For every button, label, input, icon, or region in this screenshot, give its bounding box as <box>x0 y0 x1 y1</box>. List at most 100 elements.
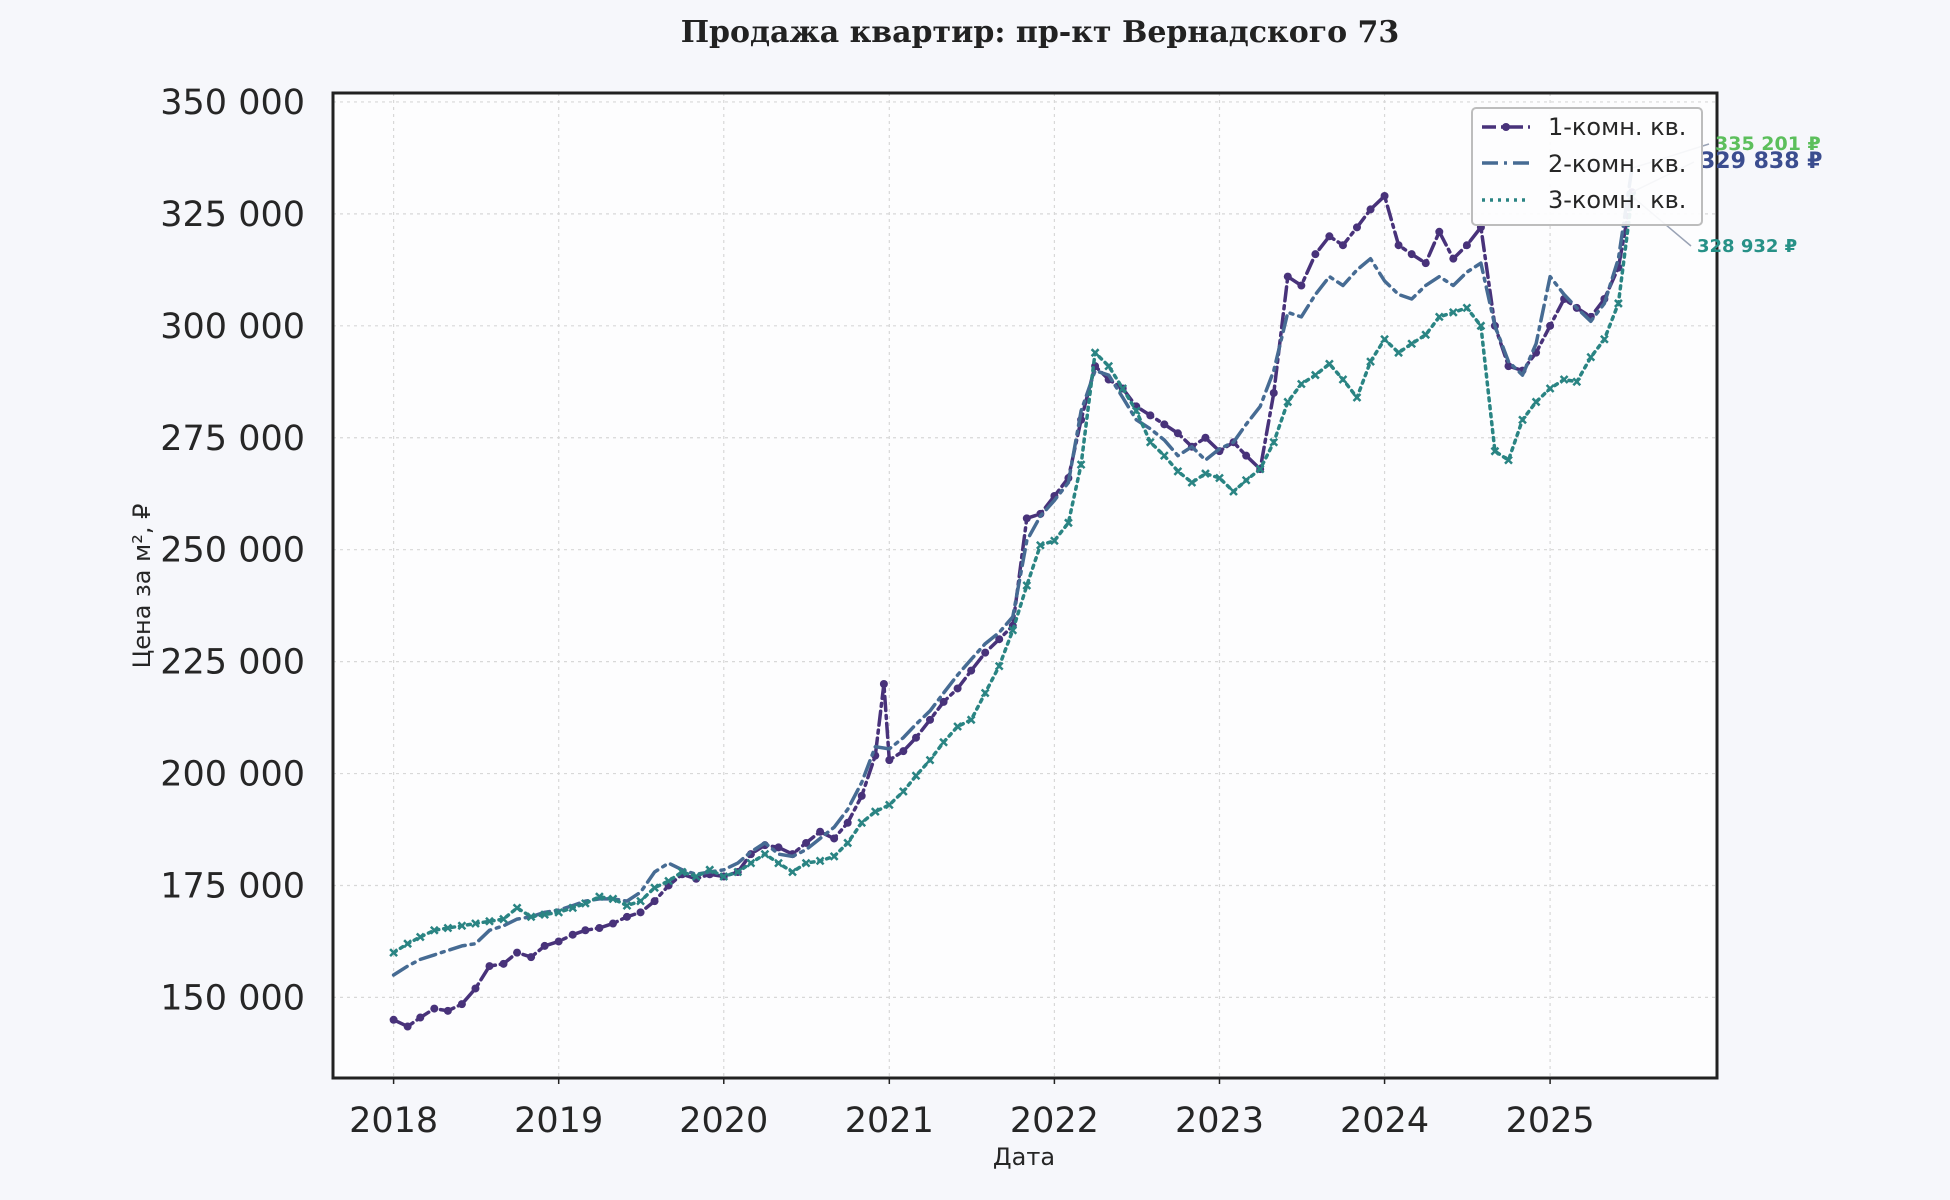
data-point <box>802 838 811 847</box>
data-point <box>1380 191 1389 200</box>
series-3 <box>389 191 1637 958</box>
x-tick-label: 2020 <box>679 1101 768 1141</box>
data-point <box>1050 536 1059 546</box>
data-point <box>416 1013 425 1022</box>
legend-label-1: 1-комн. кв. <box>1548 113 1686 141</box>
data-point <box>1476 321 1486 331</box>
data-point <box>925 755 935 765</box>
data-point <box>1325 232 1334 241</box>
data-point <box>499 914 508 924</box>
series-line-2 <box>391 166 1634 977</box>
legend-label-2: 2-комн. кв. <box>1548 150 1686 178</box>
y-tick-label: 350 000 <box>160 83 305 123</box>
data-point <box>995 635 1004 644</box>
data-point <box>1159 451 1169 461</box>
data-point <box>512 903 522 913</box>
legend-marker-1 <box>1502 123 1510 131</box>
data-point <box>1035 540 1045 550</box>
data-point <box>1215 473 1224 483</box>
data-point <box>815 856 825 866</box>
data-point <box>622 901 632 911</box>
data-point <box>540 941 549 950</box>
data-point <box>843 838 853 848</box>
data-point <box>540 910 550 919</box>
x-tick-label: 2021 <box>845 1101 934 1141</box>
data-point <box>513 948 522 957</box>
data-point <box>774 843 783 852</box>
data-point <box>1242 451 1251 460</box>
data-point <box>980 688 990 698</box>
data-point <box>389 948 398 958</box>
data-point <box>774 858 783 868</box>
data-point <box>1187 478 1197 487</box>
x-tick-label: 2025 <box>1506 1101 1595 1141</box>
data-point <box>389 1015 398 1024</box>
data-point <box>1407 339 1417 349</box>
series-1 <box>389 188 1636 1031</box>
data-point <box>1296 379 1306 389</box>
data-point <box>595 924 604 933</box>
legend-item-1: 1-комн. кв. <box>1482 113 1686 141</box>
y-axis-label: Цена за м², ₽ <box>128 504 156 669</box>
data-point <box>967 666 976 675</box>
series-2 <box>391 166 1634 977</box>
data-point <box>636 896 645 906</box>
data-point <box>622 912 631 921</box>
data-point <box>1241 475 1251 485</box>
data-point <box>636 908 645 917</box>
data-point <box>650 897 659 906</box>
data-point <box>1146 411 1155 420</box>
data-point <box>829 851 839 861</box>
data-point <box>939 737 948 747</box>
data-point <box>1462 241 1471 250</box>
data-point <box>1352 393 1362 402</box>
data-point <box>526 912 536 922</box>
data-point <box>677 867 687 877</box>
data-point <box>1462 303 1472 313</box>
data-point <box>1173 429 1182 438</box>
data-point <box>843 818 852 827</box>
chart-title: Продажа квартир: пр-кт Вернадского 73 <box>681 15 1400 50</box>
data-point <box>1394 241 1403 250</box>
annotation-label: 335 201 ₽ <box>1715 133 1821 155</box>
data-point <box>1064 518 1073 528</box>
data-point <box>857 791 866 800</box>
data-point <box>1531 397 1541 407</box>
data-point <box>499 959 508 968</box>
annotation-label: 328 932 ₽ <box>1697 236 1797 257</box>
plot-area <box>333 93 1717 1078</box>
data-point <box>953 684 962 693</box>
data-point <box>485 916 494 926</box>
data-point <box>608 894 618 904</box>
data-point <box>554 907 564 917</box>
y-tick-label: 200 000 <box>160 755 305 795</box>
data-point <box>733 867 743 877</box>
data-point <box>1283 272 1292 281</box>
data-point <box>1131 406 1141 416</box>
data-point <box>939 697 948 706</box>
data-point <box>1311 250 1320 259</box>
data-point <box>403 939 413 949</box>
data-point <box>1407 250 1416 259</box>
data-point <box>1366 357 1375 367</box>
data-point <box>457 921 467 931</box>
data-point <box>1490 446 1500 456</box>
annotation-label: 329 838 ₽ <box>1700 149 1822 174</box>
legend-label-3: 3-комн. кв. <box>1548 186 1686 214</box>
series-layer <box>389 166 1637 1031</box>
data-point <box>719 872 729 881</box>
data-point <box>554 937 563 946</box>
data-point <box>1504 362 1513 371</box>
data-point <box>457 1000 466 1009</box>
y-tick-label: 175 000 <box>160 866 305 906</box>
x-tick-label: 2018 <box>349 1101 438 1141</box>
data-point <box>1421 259 1430 268</box>
data-point <box>1435 227 1444 236</box>
data-point <box>788 867 797 877</box>
y-tick-label: 275 000 <box>160 419 305 459</box>
data-point <box>1325 359 1334 369</box>
data-point <box>430 1004 439 1013</box>
data-point <box>899 747 908 756</box>
data-point <box>1160 420 1169 429</box>
